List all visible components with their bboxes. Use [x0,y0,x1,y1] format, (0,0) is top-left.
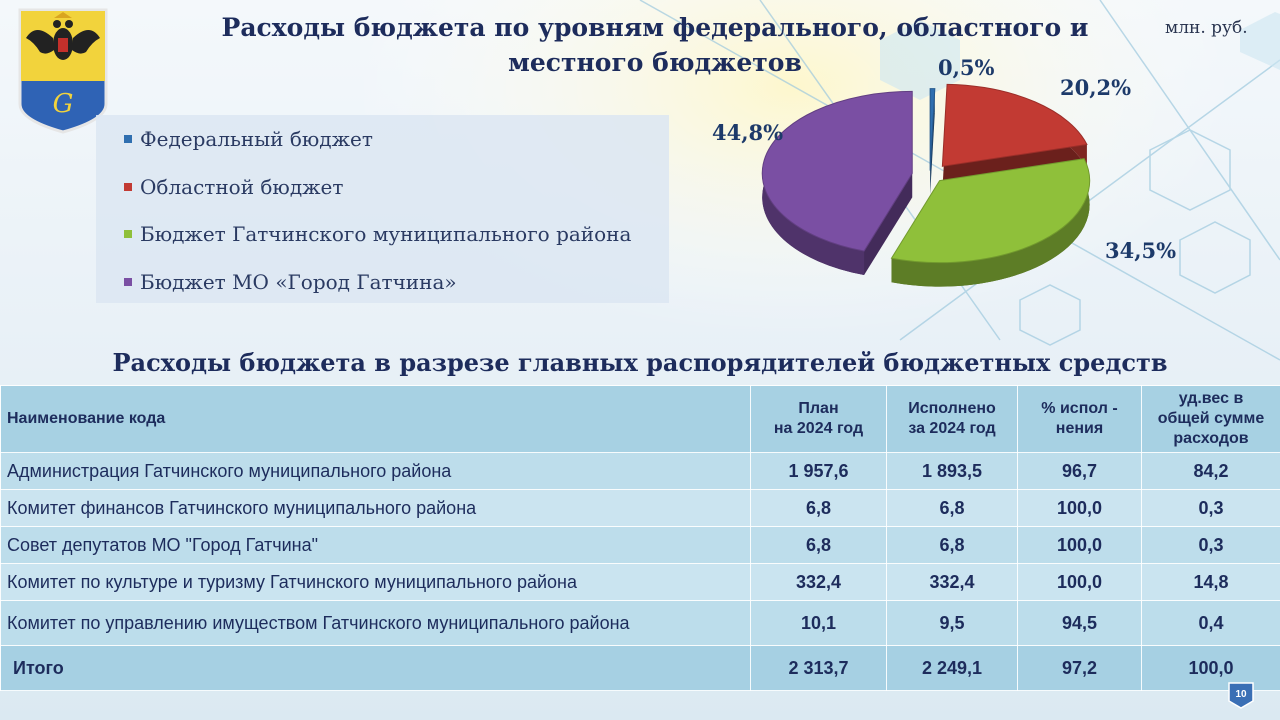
header-plan: План на 2024 год [750,385,887,453]
cell-share: 0,4 [1141,600,1280,646]
page-number: 10 [1235,689,1247,700]
cell-share: 14,8 [1141,563,1280,601]
cell-name: Совет депутатов МО "Город Гатчина" [0,526,751,564]
pie-slice-federal [929,88,936,195]
cell-plan: 6,8 [750,489,887,527]
pie-label-city: 44,8% [712,120,783,145]
cell-plan: 1 957,6 [750,452,887,490]
total-plan: 2 313,7 [750,645,887,691]
row-culture-committee: Комитет по культуре и туризму Гатчинског… [0,563,1280,601]
legend-item-federal: Федеральный бюджет [124,127,373,151]
cell-executed: 6,8 [886,526,1018,564]
row-property-committee: Комитет по управлению имуществом Гатчинс… [0,600,1280,646]
header-name: Наименование кода [0,385,751,453]
cell-plan: 10,1 [750,600,887,646]
cell-name: Комитет финансов Гатчинского муниципальн… [0,489,751,527]
cell-percent: 94,5 [1017,600,1142,646]
page-title: Расходы бюджета по уровням федерального,… [221,13,1089,77]
legend-item-district: Бюджет Гатчинского муниципального района [124,222,631,246]
legend-label: Федеральный бюджет [140,127,373,151]
svg-text:G: G [53,89,74,119]
cell-share: 0,3 [1141,489,1280,527]
cell-name: Администрация Гатчинского муниципального… [0,452,751,490]
cell-plan: 332,4 [750,563,887,601]
cell-percent: 100,0 [1017,489,1142,527]
page-number-badge: 10 [1228,682,1254,709]
legend-swatch [124,182,132,191]
legend-swatch [124,229,132,238]
cell-share: 0,3 [1141,526,1280,564]
units-label: млн. руб. [1165,18,1248,38]
table-total-row: Итого 2 313,7 2 249,1 97,2 100,0 [0,645,1280,691]
row-finance-committee: Комитет финансов Гатчинского муниципальн… [0,489,1280,527]
total-executed: 2 249,1 [886,645,1018,691]
cell-percent: 100,0 [1017,526,1142,564]
legend-swatch [124,277,132,286]
table-header-row: Наименование кода План на 2024 год Исполн… [0,385,1280,453]
pie-label-regional: 20,2% [1060,75,1131,100]
cell-executed: 6,8 [886,489,1018,527]
legend-item-city: Бюджет МО «Город Гатчина» [124,270,457,294]
cell-share: 84,2 [1141,452,1280,490]
row-administration: Администрация Гатчинского муниципального… [0,452,1280,490]
cell-executed: 1 893,5 [886,452,1018,490]
cell-percent: 96,7 [1017,452,1142,490]
expenses-table: Наименование кода План на 2024 год Исполн… [0,385,1280,691]
header-percent: % испол - нения [1017,385,1142,453]
pie-label-federal: 0,5% [938,55,995,80]
cell-name: Комитет по культуре и туризму Гатчинског… [0,563,751,601]
total-share: 100,0 [1141,645,1280,691]
legend-label: Бюджет МО «Город Гатчина» [140,270,457,294]
pie-chart: 0,5% 20,2% 34,5% 44,8% [712,55,1176,287]
pie-slice-district [890,158,1091,287]
header-executed: Исполнено за 2024 год [886,385,1018,453]
header-share: уд.вес в общей сумме расходов [1141,385,1280,453]
legend-swatch [124,134,132,143]
pie-slice-city [761,90,913,276]
pie-label-district: 34,5% [1105,238,1176,263]
table-title: Расходы бюджета в разрезе главных распор… [112,348,1168,377]
cell-executed: 332,4 [886,563,1018,601]
coat-of-arms-logo: G [18,8,108,134]
legend-label: Бюджет Гатчинского муниципального района [140,222,632,246]
total-percent: 97,2 [1017,645,1142,691]
legend-item-regional: Областной бюджет [124,175,343,199]
row-council: Совет депутатов МО "Город Гатчина" 6,8 6,8… [0,526,1280,564]
cell-percent: 100,0 [1017,563,1142,601]
cell-name: Комитет по управлению имуществом Гатчинс… [0,600,751,646]
legend-label: Областной бюджет [140,175,344,199]
total-label: Итого [0,645,751,691]
chart-legend: Федеральный бюджет Областной бюджет Бюдж… [96,115,669,303]
cell-executed: 9,5 [886,600,1018,646]
cell-plan: 6,8 [750,526,887,564]
